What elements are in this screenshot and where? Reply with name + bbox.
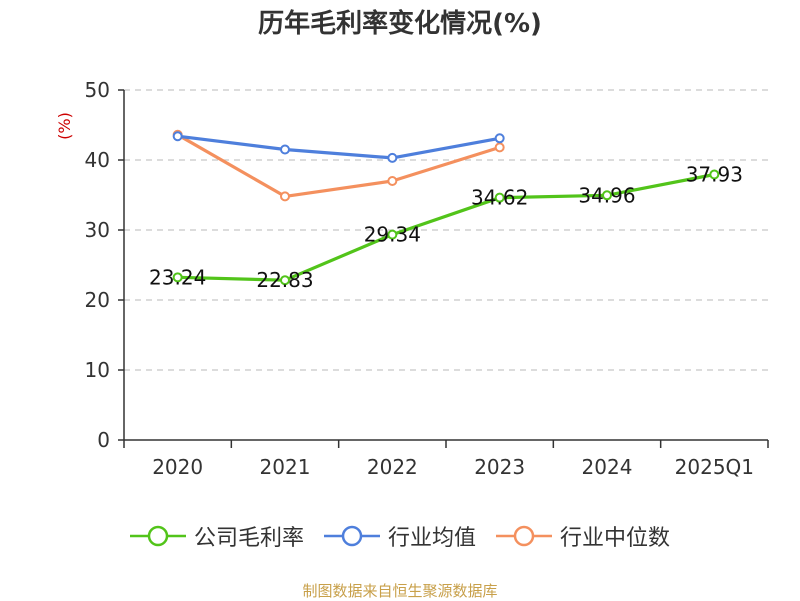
y-tick-label: 40 — [85, 148, 110, 172]
data-point — [494, 133, 505, 144]
axis-layer: 0 10 20 30 40 50 2020 2021 2022 2023 2024 2025Q1 (%) — [55, 78, 769, 479]
data-point — [494, 192, 505, 203]
legend-item[interactable]: 公司毛利率 — [129, 520, 304, 552]
grid-layer — [124, 89, 768, 371]
y-tick-label: 50 — [85, 78, 110, 102]
x-tick-label: 2022 — [367, 455, 418, 479]
legend-item[interactable]: 行业中位数 — [496, 520, 670, 552]
data-point — [172, 272, 183, 283]
x-tick-label: 2020 — [152, 455, 203, 479]
legend-swatch-marker — [513, 525, 535, 547]
series-line — [176, 133, 501, 198]
y-axis-unit-label: (%) — [55, 112, 74, 140]
x-tick-label: 2025Q1 — [675, 455, 754, 479]
x-tick-label: 2024 — [582, 455, 633, 479]
data-point — [280, 191, 290, 202]
data-point — [387, 176, 398, 186]
y-tick-label: 30 — [85, 218, 110, 242]
data-label: 34.96 — [578, 183, 635, 207]
data-point — [280, 275, 290, 286]
data-label: 29.34 — [364, 223, 421, 247]
legend-swatch — [323, 525, 380, 547]
chart-title: 历年毛利率变化情况(%) — [258, 9, 542, 39]
series-layer — [172, 129, 720, 286]
y-tick-label: 0 — [97, 428, 110, 452]
y-tick-label: 10 — [85, 358, 110, 382]
data-point — [602, 190, 612, 201]
series-line — [177, 134, 500, 160]
label-layer: 23.24 22.83 29.34 34.62 34.96 37.93 — [149, 162, 743, 292]
legend-item[interactable]: 行业均值 — [323, 520, 476, 552]
legend-swatch — [496, 525, 552, 547]
data-point — [494, 142, 505, 153]
x-tick-label: 2023 — [474, 455, 525, 479]
series-line — [177, 172, 715, 282]
legend: 公司毛利率 行业均值 行业中位数 — [0, 518, 800, 554]
legend-label: 公司毛利率 — [193, 526, 304, 551]
legend-swatch — [129, 525, 186, 547]
data-label: 34.62 — [471, 186, 528, 210]
data-point — [387, 229, 398, 240]
source-note: 制图数据来自恒生聚源数据库 — [302, 582, 498, 600]
data-label: 37.93 — [686, 162, 743, 186]
x-tick-label: 2021 — [260, 455, 311, 479]
data-label: 23.24 — [149, 265, 206, 289]
data-label: 22.83 — [256, 268, 313, 292]
legend-swatch-marker — [341, 525, 363, 547]
data-point — [709, 169, 720, 180]
legend-swatch-marker — [147, 525, 169, 547]
legend-label: 行业均值 — [387, 526, 476, 551]
data-point — [387, 152, 398, 163]
y-tick-label: 20 — [85, 288, 110, 312]
data-point — [172, 131, 183, 142]
legend-label: 行业中位数 — [560, 526, 671, 551]
data-point — [280, 144, 290, 155]
